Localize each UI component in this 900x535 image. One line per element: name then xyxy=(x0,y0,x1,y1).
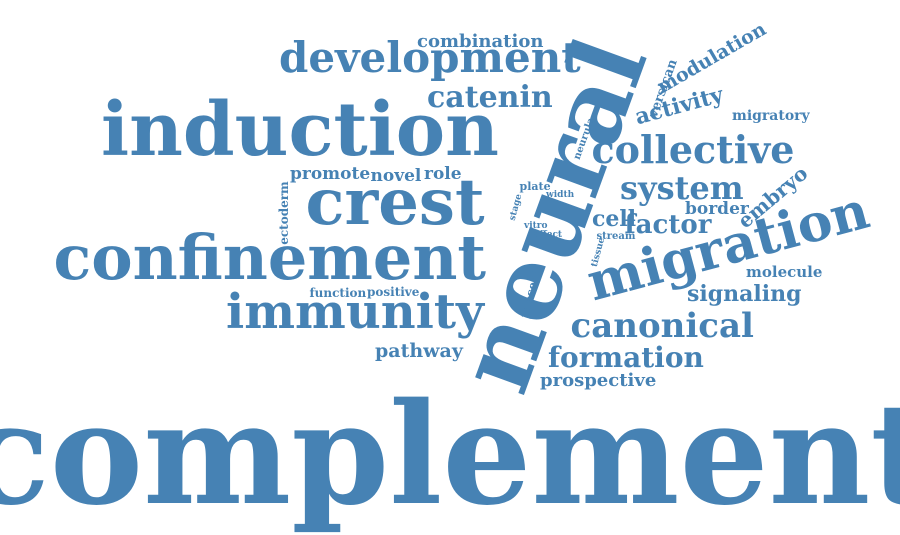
word-complement: complement xyxy=(0,373,900,535)
word-novel: novel xyxy=(370,165,422,186)
word-development: development xyxy=(279,33,581,82)
word-formation: formation xyxy=(548,341,704,374)
word-border: border xyxy=(685,198,749,219)
word-prospective: prospective xyxy=(540,370,657,391)
word-migratory: migratory xyxy=(732,108,810,124)
word-combination: combination xyxy=(417,31,544,52)
word-catenin: catenin xyxy=(427,80,553,115)
word-stream: stream xyxy=(596,231,636,242)
word-width: width xyxy=(546,189,575,200)
word-positive: positive xyxy=(367,285,420,299)
word-ectoderm: ectoderm xyxy=(276,181,291,245)
word-collective: collective xyxy=(591,127,795,172)
word-signaling: signaling xyxy=(687,281,802,307)
word-role: role xyxy=(424,163,462,184)
word-confinement: confinement xyxy=(53,221,487,294)
word-promote: promote xyxy=(290,163,371,184)
word-molecule: molecule xyxy=(746,262,823,281)
word-function: function xyxy=(309,286,367,300)
word-cell: cell xyxy=(592,206,637,232)
word-induction: induction xyxy=(101,87,499,173)
word-crest: crest xyxy=(305,165,485,240)
word-plate: plate xyxy=(519,179,551,193)
word-canonical: canonical xyxy=(570,306,754,346)
word-vitro: vitro xyxy=(524,220,548,231)
word-pathway: pathway xyxy=(375,339,463,362)
word-factor: factor xyxy=(624,210,712,240)
word-immunity: immunity xyxy=(226,284,484,340)
word-affect: affect xyxy=(533,229,563,240)
word-system: system xyxy=(620,169,744,207)
